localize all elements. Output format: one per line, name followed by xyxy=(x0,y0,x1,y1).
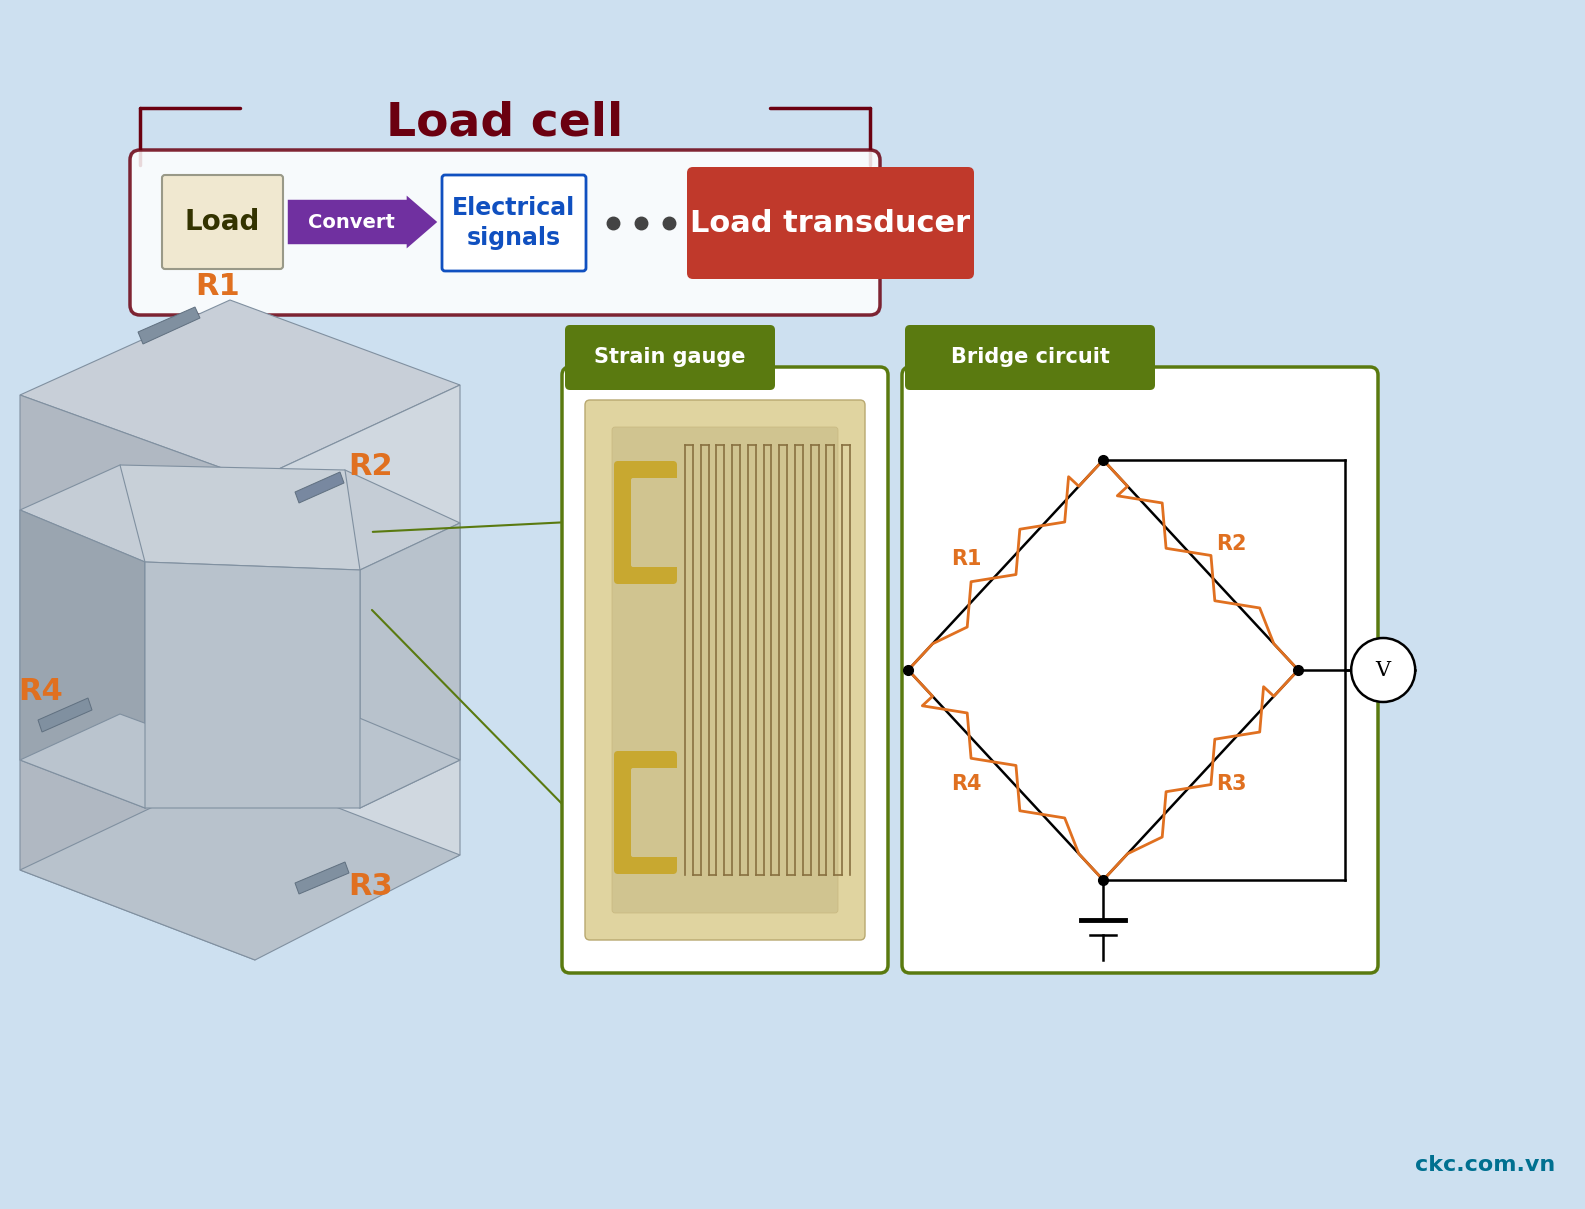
FancyBboxPatch shape xyxy=(585,400,865,941)
Text: ckc.com.vn: ckc.com.vn xyxy=(1415,1155,1555,1175)
Polygon shape xyxy=(21,395,255,960)
Polygon shape xyxy=(246,516,360,808)
FancyBboxPatch shape xyxy=(902,368,1377,973)
Text: Convert: Convert xyxy=(307,213,395,231)
Polygon shape xyxy=(255,384,460,950)
Text: Load cell: Load cell xyxy=(387,100,623,145)
FancyArrowPatch shape xyxy=(288,196,437,248)
Polygon shape xyxy=(120,465,360,569)
Polygon shape xyxy=(144,562,360,808)
Polygon shape xyxy=(21,300,460,480)
FancyBboxPatch shape xyxy=(162,175,284,268)
FancyBboxPatch shape xyxy=(613,751,677,874)
FancyBboxPatch shape xyxy=(442,175,586,271)
Polygon shape xyxy=(21,715,246,808)
Polygon shape xyxy=(138,307,200,345)
FancyBboxPatch shape xyxy=(563,368,888,973)
Text: R3: R3 xyxy=(349,872,393,901)
Polygon shape xyxy=(21,465,246,562)
Polygon shape xyxy=(295,862,349,893)
FancyBboxPatch shape xyxy=(631,478,680,567)
Polygon shape xyxy=(144,516,246,808)
Text: Electrical
signals: Electrical signals xyxy=(452,196,575,250)
Text: R2: R2 xyxy=(1216,534,1246,554)
Text: R1: R1 xyxy=(195,272,239,301)
FancyBboxPatch shape xyxy=(612,427,838,913)
Text: Strain gauge: Strain gauge xyxy=(594,347,747,368)
Text: V: V xyxy=(1376,660,1390,679)
Polygon shape xyxy=(21,768,460,960)
Text: R4: R4 xyxy=(17,677,63,706)
Polygon shape xyxy=(295,472,344,503)
Text: Load: Load xyxy=(185,208,260,236)
Circle shape xyxy=(1350,638,1415,702)
Polygon shape xyxy=(246,470,460,569)
Text: Bridge circuit: Bridge circuit xyxy=(951,347,1110,368)
FancyBboxPatch shape xyxy=(613,461,677,584)
FancyBboxPatch shape xyxy=(130,150,880,316)
Polygon shape xyxy=(360,523,460,808)
Text: Load transducer: Load transducer xyxy=(691,208,970,237)
Text: R1: R1 xyxy=(951,549,981,569)
Text: R2: R2 xyxy=(349,452,393,481)
Polygon shape xyxy=(21,510,144,808)
FancyBboxPatch shape xyxy=(564,325,775,391)
Polygon shape xyxy=(38,698,92,731)
Text: R3: R3 xyxy=(1216,774,1246,794)
FancyBboxPatch shape xyxy=(686,167,975,279)
FancyBboxPatch shape xyxy=(905,325,1155,391)
FancyBboxPatch shape xyxy=(631,768,680,857)
Text: R4: R4 xyxy=(951,774,981,794)
Polygon shape xyxy=(246,712,460,808)
